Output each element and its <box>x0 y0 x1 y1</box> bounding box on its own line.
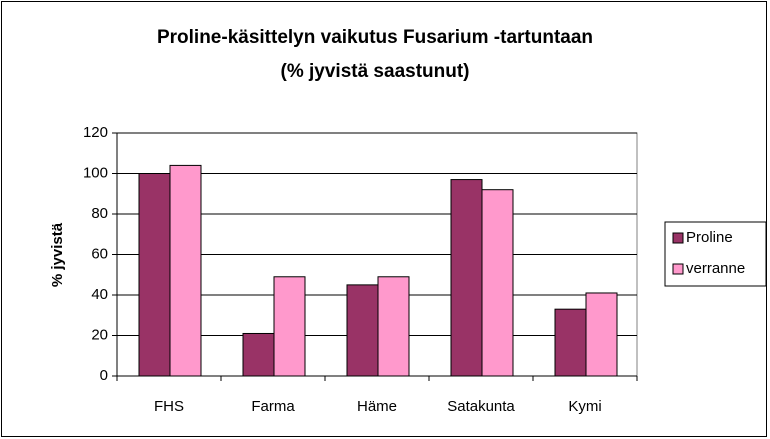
y-tick-label: 120 <box>83 124 108 141</box>
bar <box>242 332 275 377</box>
bar <box>377 276 410 377</box>
x-tick-label: Häme <box>357 398 397 415</box>
bar <box>346 284 379 377</box>
x-tick-label: Satakunta <box>447 398 515 415</box>
y-tick-label: 80 <box>91 205 108 222</box>
bar <box>138 173 171 377</box>
bar <box>481 189 514 377</box>
legend-label: Proline <box>686 229 733 246</box>
y-tick-label: 20 <box>91 326 108 343</box>
y-tick-label: 40 <box>91 286 108 303</box>
legend-swatch <box>672 232 684 244</box>
bar <box>450 179 483 377</box>
x-tick-label: FHS <box>154 398 184 415</box>
x-tick-label: Farma <box>251 398 295 415</box>
bar <box>273 276 306 377</box>
y-tick-label: 0 <box>100 367 108 384</box>
bar <box>169 164 202 377</box>
y-tick-label: 100 <box>83 164 108 181</box>
chart-subtitle: (% jyvistä saastunut) <box>281 61 470 82</box>
bar <box>554 308 587 377</box>
legend-swatch <box>672 263 684 275</box>
x-tick-label: Kymi <box>568 398 601 415</box>
y-tick-label: 60 <box>91 245 108 262</box>
legend-label: verranne <box>686 260 745 277</box>
y-axis-label: % jyvistä <box>49 222 66 287</box>
chart-title: Proline-käsittelyn vaikutus Fusarium -ta… <box>157 27 593 48</box>
bar <box>585 292 618 377</box>
